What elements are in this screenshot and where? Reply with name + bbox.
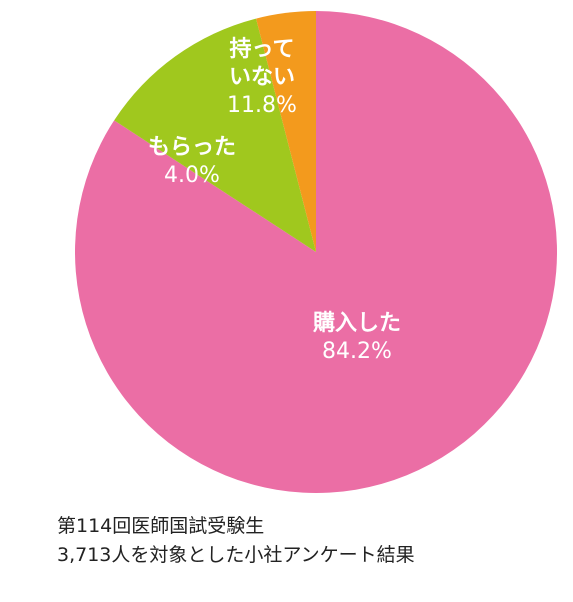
slice-value-not-own: 11.8% (227, 93, 297, 118)
slice-value-purchased: 84.2% (322, 339, 392, 364)
pie-slice-received (256, 11, 316, 252)
slice-value-received: 4.0% (164, 163, 220, 188)
pie-slice-not-own (114, 18, 316, 252)
slice-label-received: もらった (148, 135, 236, 160)
pie-slice-purchased (75, 11, 558, 493)
slice-label-not-own: 持っていない (229, 37, 295, 90)
caption-line-1: 第114回医師国試受験生 (57, 515, 265, 537)
slice-label-purchased: 購入した (313, 311, 401, 336)
caption-line-2: 3,713人を対象とした小社アンケート結果 (57, 544, 415, 566)
pie-chart: 購入した 84.2% 持っていない 11.8% もらった 4.0% (75, 11, 558, 493)
